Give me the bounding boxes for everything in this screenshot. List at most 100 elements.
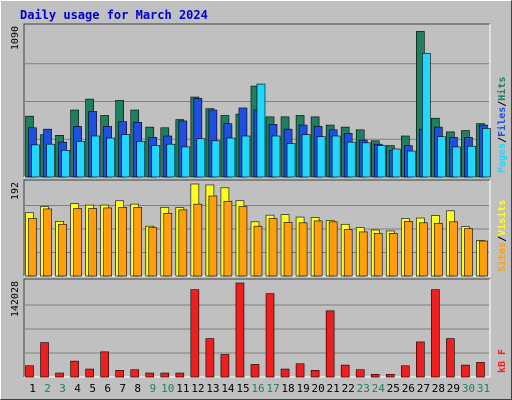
bar (211, 140, 221, 178)
bar (476, 362, 485, 378)
x-tick-label: 16 (251, 382, 264, 395)
bar (46, 143, 55, 178)
bar (464, 228, 473, 277)
bar (331, 135, 341, 178)
panel-max-label: 1090 (10, 26, 21, 50)
x-tick-label: 26 (402, 382, 415, 395)
bar (310, 370, 320, 378)
bar (361, 142, 371, 178)
bar (145, 372, 155, 378)
bar (301, 134, 311, 178)
x-tick-label: 6 (104, 382, 111, 395)
bar (130, 369, 140, 378)
x-tick-label: 10 (161, 382, 174, 395)
bar (241, 135, 251, 178)
bar (88, 208, 97, 277)
legend-entry: / (497, 137, 508, 143)
bar (434, 222, 443, 277)
x-tick-label: 27 (417, 382, 430, 395)
bar (196, 138, 206, 178)
bar (175, 372, 185, 378)
bar (265, 293, 275, 378)
panel-legend: kB F (497, 349, 508, 373)
x-tick-label: 9 (149, 382, 156, 395)
bar (268, 218, 278, 277)
legend-entry: / (497, 101, 508, 107)
bar (115, 370, 124, 378)
panel-visits-sites: 192 Sites/Visits (10, 179, 508, 277)
bar (449, 221, 458, 277)
bar (118, 207, 127, 277)
bar (223, 200, 233, 277)
bar (373, 233, 383, 277)
bar (422, 52, 431, 178)
bar (437, 136, 446, 178)
bar (370, 374, 380, 378)
bar (385, 374, 395, 378)
bar (220, 354, 230, 378)
x-axis-labels: 1 2 3 4 5 6 7 8 9 10 11 12 13 14 15 16 17 18 19 20 21 22 23 24 2… (29, 382, 490, 395)
bar (235, 282, 245, 378)
bar (286, 143, 296, 178)
bar (419, 222, 428, 277)
x-tick-label: 4 (74, 382, 81, 395)
bar (431, 289, 440, 378)
panel-border-dark (23, 23, 490, 177)
bar (43, 208, 52, 277)
bar (401, 365, 410, 378)
bar (31, 144, 40, 178)
bar (178, 209, 188, 277)
x-tick-label: 22 (342, 382, 355, 395)
bar (461, 364, 470, 378)
x-tick-label: 30 (462, 382, 475, 395)
bar (340, 364, 350, 378)
x-tick-label: 29 (447, 382, 460, 395)
bar (238, 206, 248, 277)
bar (328, 221, 338, 277)
bar (148, 227, 158, 277)
x-tick-label: 3 (59, 382, 66, 395)
x-tick-label: 18 (281, 382, 294, 395)
x-tick-label: 19 (296, 382, 309, 395)
legend-entry: Visits (496, 200, 508, 236)
bar (73, 208, 82, 277)
x-tick-label: 31 (477, 382, 490, 395)
legend-entry: Sites (496, 242, 508, 272)
x-tick-label: 24 (372, 382, 386, 395)
bar (208, 195, 218, 277)
bar (452, 146, 461, 178)
x-tick-label: 7 (119, 382, 126, 395)
x-tick-label: 15 (236, 382, 249, 395)
bar (388, 233, 398, 277)
legend-entry: kB F (497, 349, 508, 373)
x-tick-label: 14 (221, 382, 235, 395)
bar (283, 222, 293, 277)
bar (376, 145, 386, 178)
bar (55, 372, 64, 378)
x-tick-label: 28 (432, 382, 445, 395)
x-tick-label: 1 (29, 382, 36, 395)
bar (358, 231, 368, 277)
bar (205, 338, 215, 378)
bar (163, 212, 173, 277)
bar (121, 134, 130, 178)
bar (343, 229, 353, 277)
bar (467, 145, 476, 178)
panel-max-label: 192 (10, 182, 21, 200)
x-tick-label: 5 (89, 382, 96, 395)
bar (85, 368, 94, 378)
bar (355, 369, 365, 378)
legend-entry: / (497, 236, 508, 242)
panel-border-dark (23, 179, 490, 276)
bar (446, 338, 455, 378)
bar (106, 137, 115, 178)
bar (325, 310, 335, 378)
bar (404, 221, 413, 277)
bar (166, 143, 176, 178)
x-tick-label: 20 (312, 382, 325, 395)
bar (253, 225, 263, 277)
bar (40, 342, 49, 378)
x-tick-label: 23 (357, 382, 370, 395)
